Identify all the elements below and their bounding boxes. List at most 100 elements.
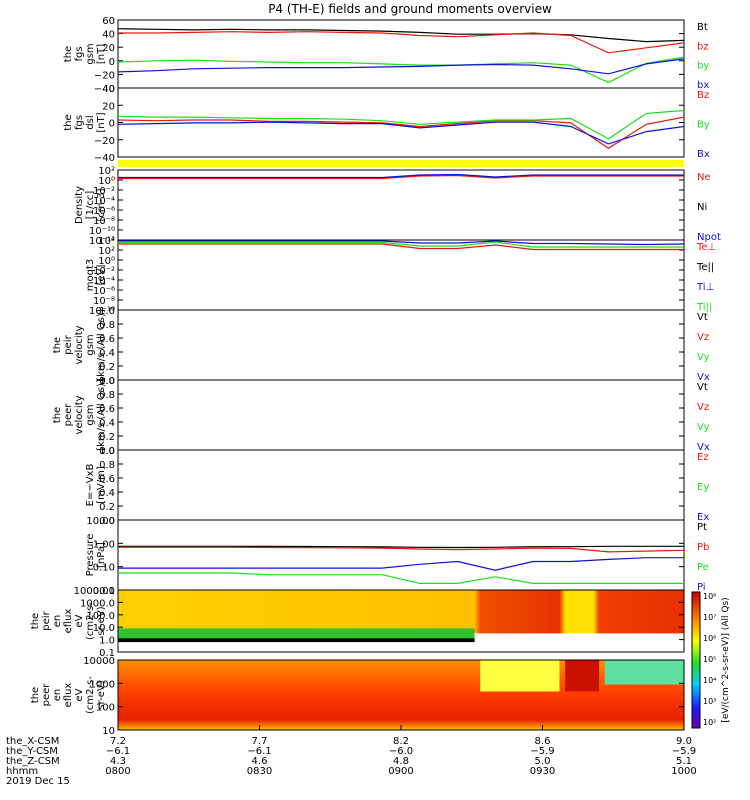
y-axis-label: [cm-3] (96, 188, 107, 221)
y-tick-label: 100.0 (86, 611, 115, 622)
y-tick-label: 10⁻¹⁰ (89, 306, 115, 317)
curves-2 (118, 173, 684, 180)
y-axis-label: the (52, 407, 63, 423)
x-tick-label: 8.2 (393, 736, 409, 747)
y-tick-label: 0.01 (93, 586, 115, 597)
ion-spectrogram-floor (118, 638, 475, 643)
panel-2: 10²10⁰10⁻²10⁻⁴10⁻⁶10⁻⁸10⁻¹⁰10⁻¹²Density[… (74, 166, 721, 247)
legend-entry: By (697, 120, 710, 131)
y-axis-label: the (63, 114, 74, 130)
x-tick-label: 5.1 (676, 756, 692, 767)
y-tick-label: 0 (109, 57, 115, 68)
y-tick-label: 10⁻⁸ (93, 216, 115, 227)
legend-entry: Ti|| (696, 302, 712, 313)
y-tick-label: 10⁻⁴ (93, 196, 115, 207)
y-axis-label: velocity (74, 325, 85, 364)
y-tick-label: 10⁴ (98, 236, 115, 247)
y-axis-label: fgs (74, 115, 85, 130)
y-tick-label: 0.8 (99, 390, 115, 401)
legend-entry: Ni (697, 202, 707, 213)
y-tick-label: 0.8 (99, 320, 115, 331)
legend-entry: Pb (697, 542, 709, 553)
legend-entry: Vt (697, 382, 708, 393)
panel-1: 40 20 0 −20 −40 the fgs dsl [nT] Bz By Bx (63, 84, 710, 164)
electron-spectrogram-patch-3 (604, 660, 684, 685)
y-axis-label: peir (41, 610, 52, 630)
x-tick-label: 5.0 (535, 756, 551, 767)
y-axis-label: Pressure (85, 534, 96, 577)
electron-spectrogram-patch-2 (565, 660, 600, 692)
curves-3 (118, 240, 685, 251)
x-tick-label: 4.6 (252, 756, 268, 767)
y-axis-label: Density (74, 186, 85, 224)
y-tick-label: 40 (102, 30, 115, 41)
legend-entry: Pe (697, 562, 709, 573)
panel-frame (117, 379, 685, 451)
x-tick-label: −6.1 (106, 746, 130, 757)
y-tick-label: 0.4 (99, 348, 115, 359)
colorbar-tick: 10² (703, 718, 716, 727)
panel-4: 1.0 0.8 0.6 0.4 0.2 0.0 the peir velocity gsm [km/… (52, 306, 710, 387)
x-tick-label: 8.6 (535, 736, 551, 747)
y-tick-label: 10⁻⁶ (93, 286, 115, 297)
y-axis-label: [nT] (96, 44, 107, 64)
series-Pe (118, 572, 684, 584)
y-axis-label: the (52, 337, 63, 353)
y-tick-label: 10⁻⁶ (93, 206, 115, 217)
series-Ti⊥ (118, 240, 685, 246)
y-tick-label: 1.0 (99, 306, 115, 317)
curves-0 (117, 28, 685, 84)
y-tick-label: 10⁰ (98, 176, 115, 187)
y-tick-label: 10 (102, 726, 115, 737)
y-tick-label: 10² (98, 166, 115, 177)
y-tick-label: 20 (102, 101, 115, 112)
legend-entry: Bt (697, 22, 708, 33)
series-Bz (117, 116, 685, 150)
curves-4 (118, 545, 685, 584)
x-tick-label: 7.7 (252, 736, 268, 747)
y-tick-label: 10⁻⁸ (93, 296, 115, 307)
y-axis-label: en (52, 689, 63, 702)
y-axis-label: the (63, 46, 74, 62)
y-axis-label: eV (74, 614, 85, 627)
legend-entry: Pi (697, 582, 706, 593)
legend-entry: Pt (697, 522, 707, 533)
y-tick-label: 10⁻² (93, 186, 115, 197)
legend-entry: Ey (697, 482, 709, 493)
series-Npot (118, 173, 684, 179)
y-tick-label: 10² (98, 246, 115, 257)
y-tick-label: 0.0 (99, 376, 115, 387)
panel-7: 10.00 1.00 0.10 0.01 Pressure [nPa] Pt Pb Pe Pi (85, 516, 709, 597)
colorbar-scale (691, 591, 701, 729)
x-axis-row-label: 2019 Dec 15 (6, 776, 70, 787)
y-tick-label: 0 (109, 119, 115, 130)
colorbar-tick: 10⁷ (703, 613, 716, 622)
x-tick-label: 0900 (388, 766, 413, 777)
legend-entry: Vy (697, 352, 710, 363)
y-axis-label: (cm2-s- (85, 602, 96, 640)
y-tick-label: 10⁻² (93, 266, 115, 277)
y-tick-label: 0.2 (99, 432, 115, 443)
panel-frame (117, 449, 685, 521)
y-tick-label: 1.0 (99, 446, 115, 457)
y-tick-label: 0.0 (99, 516, 115, 527)
panel-6: 1.0 0.8 0.6 0.4 0.2 0.0E=−VxB [mV/m] Ez Ey Ex (85, 446, 709, 527)
y-axis-label: the (30, 613, 41, 629)
y-tick-label: 10000.0 (74, 586, 115, 597)
legend-entry: Ex (697, 512, 709, 523)
y-tick-label: 1000.0 (80, 598, 115, 609)
series-Pb (118, 546, 685, 553)
y-tick-label: 1.0 (99, 376, 115, 387)
series-Bt (117, 28, 685, 43)
panel-frame (117, 589, 685, 653)
y-axis-label: peer (63, 403, 74, 427)
y-axis-label: [nT] (96, 112, 107, 132)
x-axis-row-label: the_Z-CSM (6, 756, 60, 767)
y-tick-label: 10.0 (93, 623, 115, 634)
x-tick-label: 1000 (671, 766, 696, 777)
y-tick-label: 0.8 (99, 460, 115, 471)
y-tick-label: 0.1 (99, 648, 115, 659)
y-axis-label: fgs (74, 46, 85, 61)
y-axis-label: gsm (85, 43, 96, 64)
